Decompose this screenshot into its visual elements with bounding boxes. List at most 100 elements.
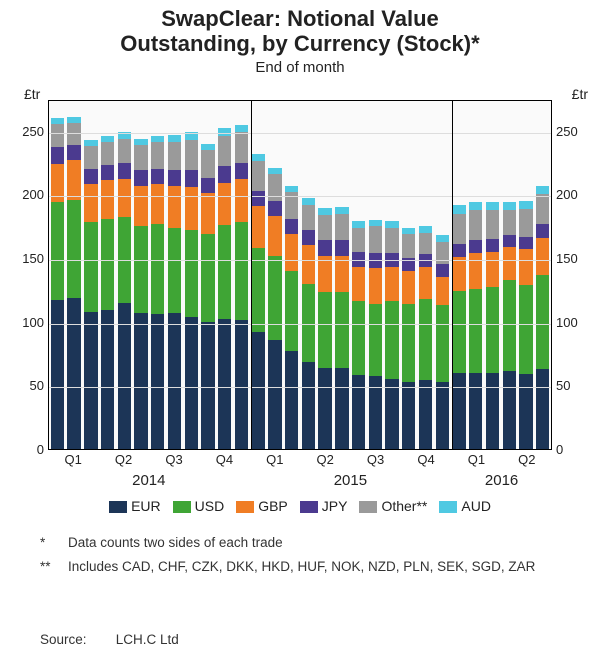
bar-segment-gbp	[519, 249, 532, 285]
bar-segment-usd	[67, 200, 80, 298]
bar-segment-other	[419, 233, 432, 255]
bar-segment-gbp	[335, 256, 348, 293]
bar-segment-gbp	[536, 238, 549, 275]
bar-segment-other	[503, 210, 516, 235]
legend-label: JPY	[322, 498, 348, 514]
bar-segment-eur	[67, 298, 80, 449]
footnote-row: **Includes CAD, CHF, CZK, DKK, HKD, HUF,…	[40, 558, 570, 576]
source-text: LCH.C Ltd	[116, 632, 179, 647]
source-label: Source:	[40, 632, 112, 647]
stacked-bar	[503, 202, 516, 449]
bar-column	[216, 101, 233, 449]
bar-segment-other	[235, 132, 248, 163]
stacked-bar	[218, 128, 231, 449]
stacked-bar	[452, 205, 465, 449]
legend-item-other: Other**	[359, 498, 427, 514]
y-tick-right: 250	[556, 124, 596, 139]
y-tick-left: 250	[4, 124, 44, 139]
bar-segment-jpy	[285, 219, 298, 234]
bar-segment-gbp	[402, 271, 415, 304]
bar-segment-other	[469, 210, 482, 241]
legend-item-eur: EUR	[109, 498, 161, 514]
bar-segment-gbp	[318, 256, 331, 293]
stacked-bar	[369, 220, 382, 449]
legend-label: AUD	[461, 498, 491, 514]
bar-segment-gbp	[285, 234, 298, 271]
bar-segment-jpy	[302, 230, 315, 245]
bar-segment-jpy	[235, 163, 248, 180]
bar-segment-eur	[218, 319, 231, 449]
bar-segment-aud	[536, 186, 549, 195]
stacked-bar	[101, 136, 114, 449]
bar-segment-eur	[51, 300, 64, 449]
bar-segment-usd	[369, 304, 382, 377]
legend-item-aud: AUD	[439, 498, 491, 514]
bar-segment-jpy	[118, 163, 131, 180]
legend-label: USD	[195, 498, 225, 514]
stacked-bar	[251, 154, 264, 449]
bar-segment-usd	[51, 202, 64, 300]
bar-segment-other	[402, 234, 415, 258]
bar-column	[400, 101, 417, 449]
bar-segment-eur	[168, 313, 181, 449]
stacked-bar	[235, 125, 248, 449]
bar-segment-gbp	[118, 179, 131, 217]
bar-segment-usd	[469, 289, 482, 373]
bar-segment-other	[318, 215, 331, 240]
bar-segment-usd	[536, 275, 549, 369]
stacked-bar	[436, 235, 449, 449]
bar-segment-aud	[519, 201, 532, 209]
bar-segment-eur	[352, 375, 365, 449]
bar-segment-aud	[235, 125, 248, 133]
x-tick-quarter: Q4	[417, 452, 434, 467]
stacked-bar	[201, 144, 214, 449]
bar-segment-other	[519, 209, 532, 237]
gridline	[49, 324, 551, 325]
bar-segment-gbp	[352, 267, 365, 301]
footnotes: *Data counts two sides of each trade**In…	[40, 528, 570, 576]
gridline	[49, 133, 551, 134]
bar-column	[518, 101, 535, 449]
bar-segment-usd	[452, 291, 465, 372]
bar-segment-usd	[235, 222, 248, 320]
bar-segment-eur	[385, 379, 398, 449]
bar-segment-gbp	[469, 253, 482, 289]
bar-column	[317, 101, 334, 449]
stacked-bar	[118, 132, 131, 449]
stacked-bar	[469, 202, 482, 449]
legend-label: Other**	[381, 498, 427, 514]
bar-column	[250, 101, 267, 449]
bar-segment-aud	[452, 205, 465, 214]
bar-segment-usd	[318, 292, 331, 367]
bar-segment-gbp	[67, 160, 80, 199]
stacked-bar	[385, 221, 398, 449]
bar-segment-eur	[134, 313, 147, 449]
x-tick-quarter: Q1	[266, 452, 283, 467]
y-tick-left: 100	[4, 315, 44, 330]
legend-swatch	[300, 501, 318, 513]
bar-segment-gbp	[218, 183, 231, 225]
bar-column	[367, 101, 384, 449]
bar-segment-other	[486, 210, 499, 239]
bar-segment-aud	[168, 135, 181, 143]
bar-segment-eur	[268, 340, 281, 449]
y-tick-left: 0	[4, 442, 44, 457]
bar-column	[350, 101, 367, 449]
bar-segment-eur	[536, 369, 549, 449]
stacked-bar	[536, 186, 549, 449]
legend-swatch	[173, 501, 191, 513]
bar-segment-jpy	[469, 240, 482, 253]
bar-segment-gbp	[503, 247, 516, 280]
bar-column	[99, 101, 116, 449]
bar-segment-jpy	[84, 169, 97, 184]
bar-segment-usd	[436, 305, 449, 381]
bar-segment-eur	[151, 314, 164, 449]
title-line1: SwapClear: Notional Value	[161, 6, 439, 31]
bar-segment-gbp	[419, 267, 432, 299]
bar-segment-jpy	[185, 170, 198, 187]
gridline	[49, 387, 551, 388]
bar-segment-gbp	[369, 268, 382, 304]
bar-segment-other	[185, 140, 198, 171]
chart-area: £tr £tr 005050100100150150200200250250Q1…	[0, 80, 600, 490]
bar-segment-gbp	[385, 267, 398, 301]
